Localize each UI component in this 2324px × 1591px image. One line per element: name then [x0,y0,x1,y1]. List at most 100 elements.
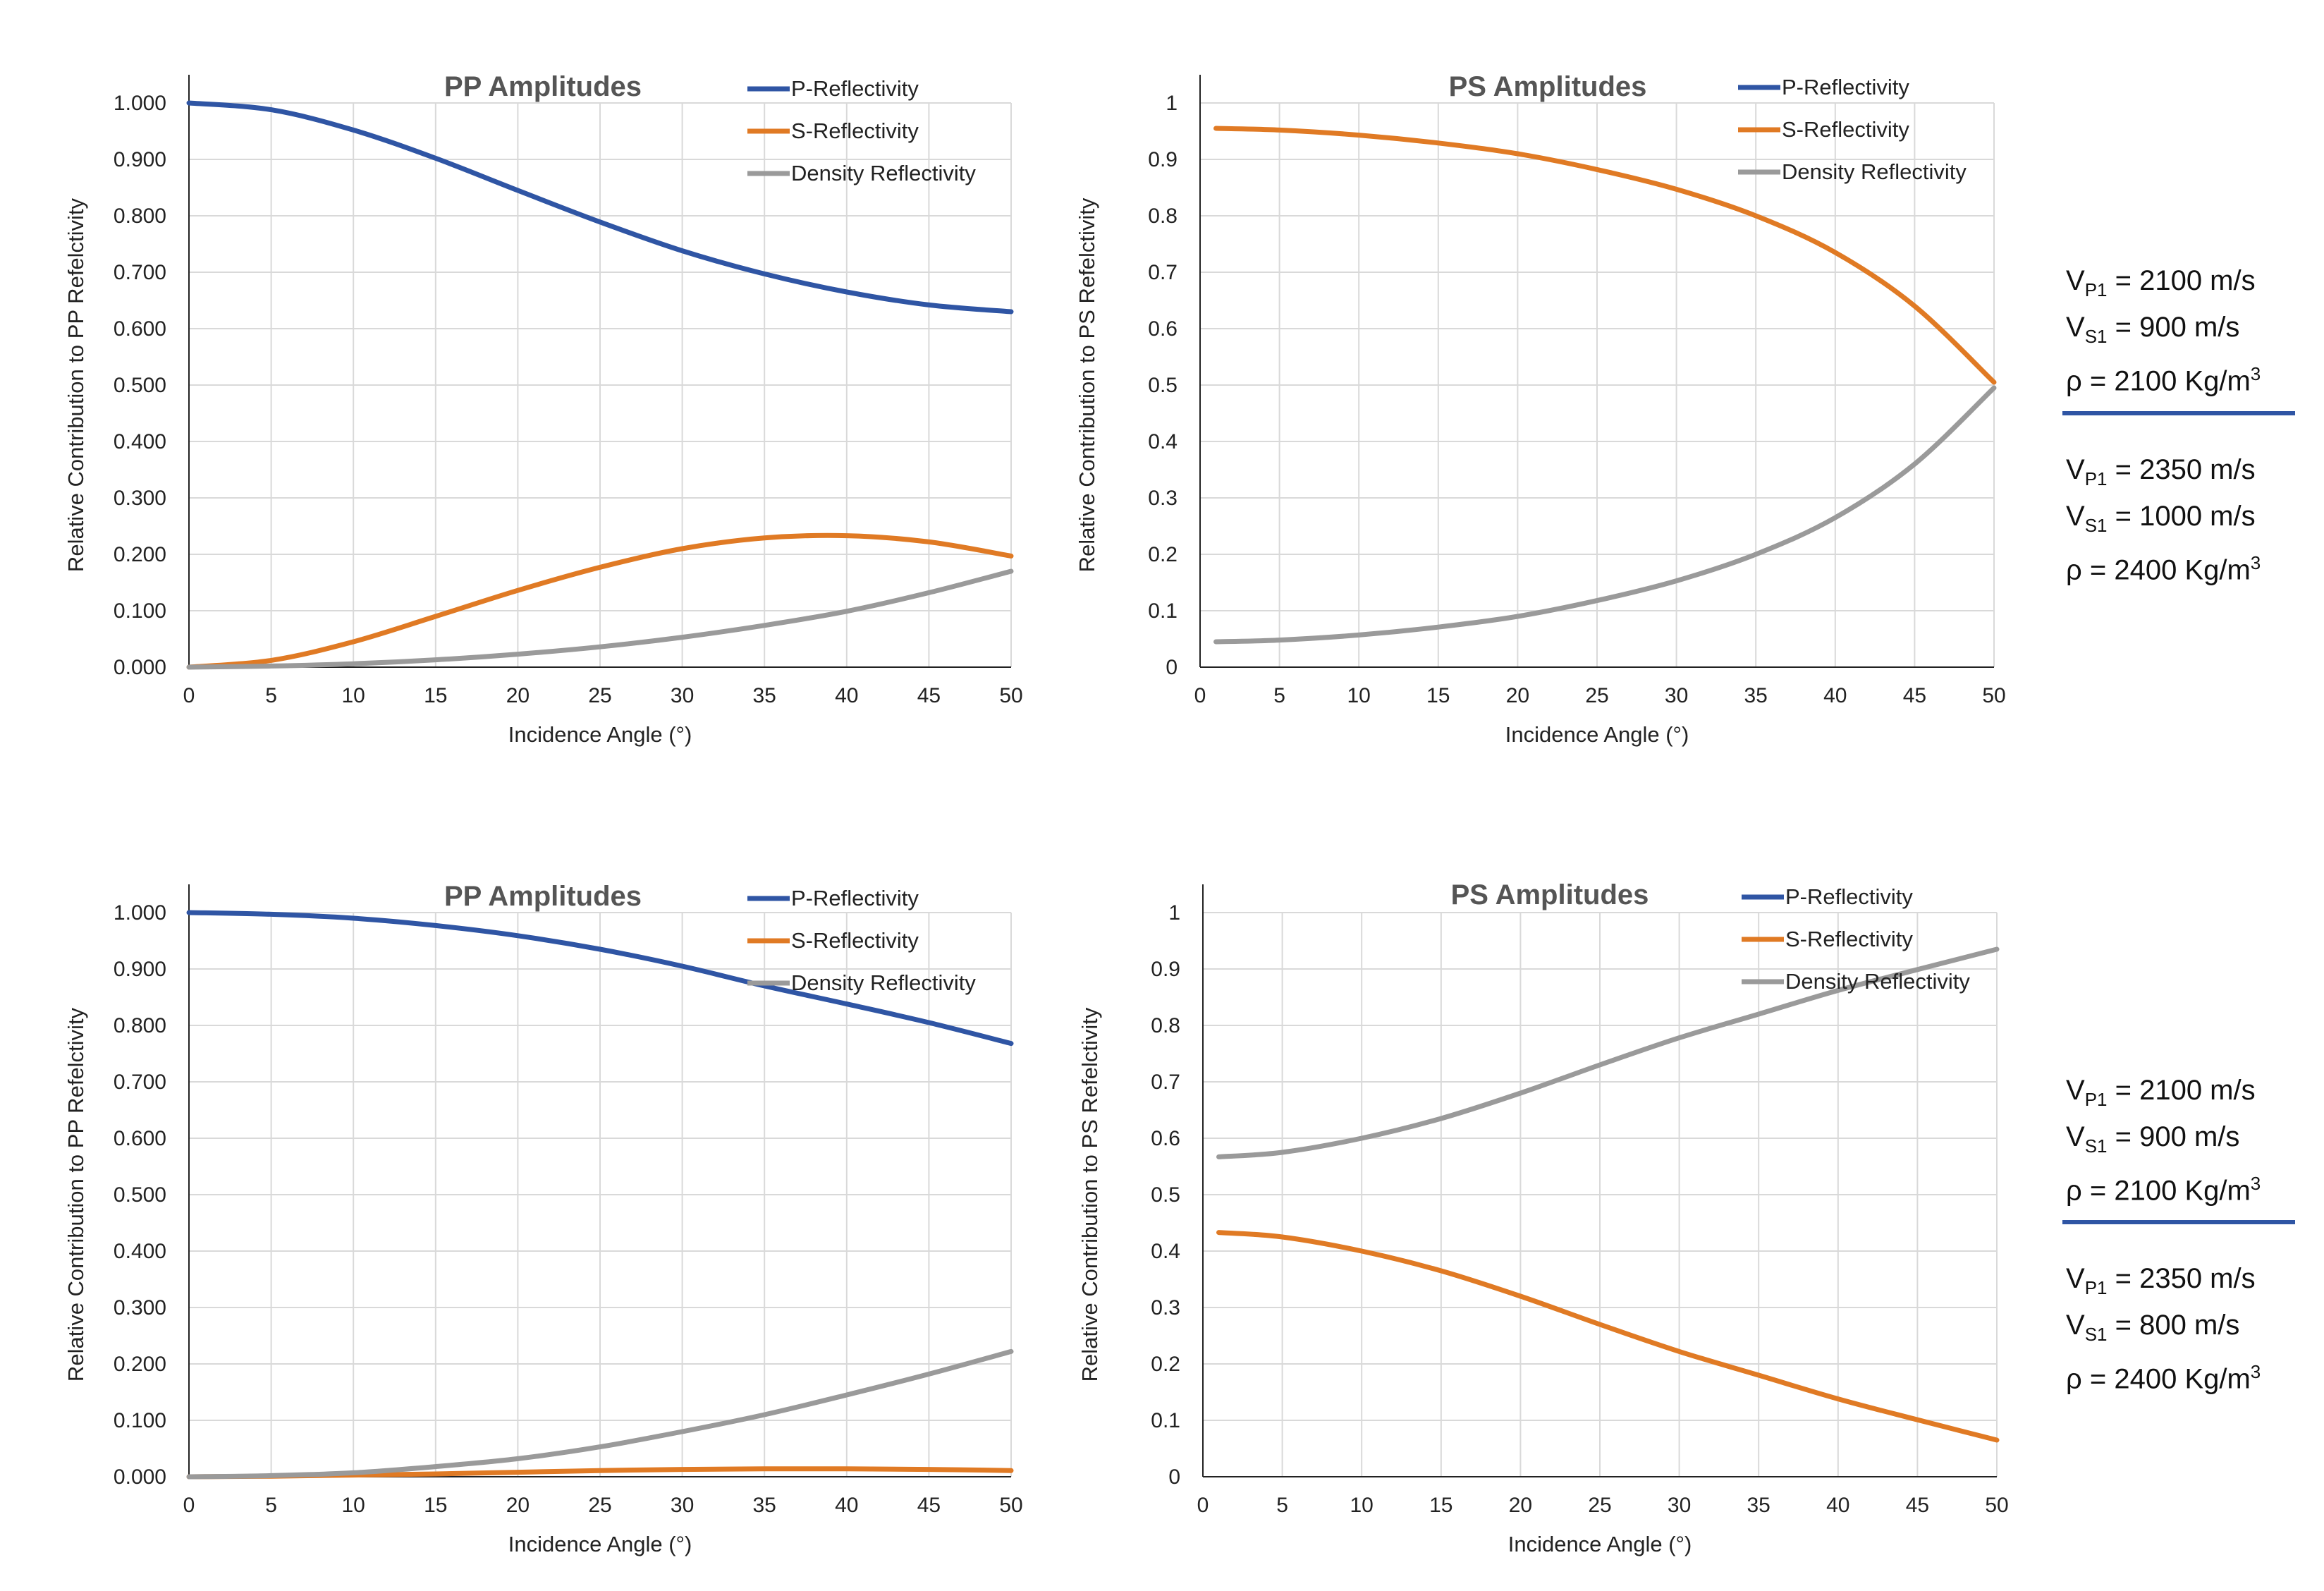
y-tick-label: 0 [1168,1465,1180,1489]
interface-line-bottom [2062,1220,2295,1224]
chart-title: PS Amplitudes [1449,71,1647,102]
x-tick-label: 5 [1276,1494,1288,1517]
x-tick-label: 0 [1194,684,1206,707]
x-tick-label: 0 [183,684,195,707]
y-axis-label: Relative Contribution to PP Refelctivity [63,197,88,572]
y-tick-label: 0.9 [1151,958,1180,981]
y-tick-label: 1 [1168,901,1180,925]
y-tick-label: 0.3 [1148,487,1178,510]
x-tick-label: 20 [1506,684,1529,707]
series-line-p-reflectivity [186,100,1014,315]
y-tick-label: 0.300 [114,1296,166,1319]
y-tick-label: 0.1 [1148,599,1178,623]
chart-title: PS Amplitudes [1451,879,1649,910]
lower-layer-params-top: VP1 = 2350 m/s VS1 = 1000 m/s ρ = 2400 K… [2066,451,2320,589]
y-tick-label: 0.7 [1151,1071,1180,1094]
ps-amplitudes-chart-bottom: 0 5 10 15 20 25 30 35 40 45 50 0 0.1 0.2 0.3 0.4 0.5 0.6 0… [1077,879,2009,1556]
y-axis-label: Relative Contribution to PS Refelctivity [1075,197,1099,572]
x-tick-label: 35 [753,1494,776,1517]
x-tick-label: 35 [1747,1494,1770,1517]
y-tick-label: 0.4 [1148,430,1178,453]
series-line-p-reflectivity [186,910,1014,1047]
x-tick-label: 50 [999,1494,1022,1517]
x-tick-label: 20 [1509,1494,1532,1517]
vp-upper: VP1 = 2100 m/s [2066,265,2256,300]
x-tick-label: 30 [671,1494,694,1517]
y-tick-label: 0.600 [114,317,166,341]
vs-upper: VS1 = 900 m/s [2066,1121,2240,1157]
x-tick-label: 25 [588,1494,611,1517]
x-axis-label: Incidence Angle (°) [1508,1532,1692,1556]
y-tick-label: 0.5 [1148,374,1178,397]
y-tick-label: 0.900 [114,958,166,981]
upper-layer-params-bottom: VP1 = 2100 m/s VS1 = 900 m/s ρ = 2100 Kg… [2066,1072,2320,1209]
y-tick-label: 0.700 [114,1071,166,1094]
x-tick-label: 30 [1668,1494,1691,1517]
rho-upper: ρ = 2100 Kg/m3 [2066,1173,2261,1207]
x-tick-label: 40 [1823,684,1847,707]
x-tick-label: 35 [753,684,776,707]
y-tick-label: 0.100 [114,599,166,623]
legend-label: P-Reflectivity [791,886,919,910]
x-tick-label: 45 [1906,1494,1929,1517]
y-tick-label: 0.1 [1151,1409,1180,1432]
x-tick-label: 5 [265,684,277,707]
legend-label: Density Reflectivity [791,161,976,185]
legend-label: S-Reflectivity [791,928,919,953]
x-tick-label: 25 [588,684,611,707]
y-tick-label: 0.000 [114,656,166,679]
y-tick-label: 0.9 [1148,148,1178,171]
y-tick-label: 0.2 [1151,1353,1180,1376]
x-tick-label: 40 [835,684,858,707]
x-tick-label: 45 [917,1494,941,1517]
vs-upper: VS1 = 900 m/s [2066,312,2240,347]
x-tick-label: 45 [917,684,941,707]
y-tick-label: 0.4 [1151,1240,1180,1263]
legend-label: P-Reflectivity [791,76,919,101]
vs-lower: VS1 = 1000 m/s [2066,501,2256,536]
rho-upper: ρ = 2100 Kg/m3 [2066,363,2261,397]
legend-label: Density Reflectivity [1782,159,1967,184]
legend-label: P-Reflectivity [1782,75,1909,99]
y-tick-label: 0.300 [114,487,166,510]
y-axis-label: Relative Contribution to PS Refelctivity [1077,1007,1102,1382]
vs-lower: VS1 = 800 m/s [2066,1310,2240,1345]
series-line-density-reflectivity [186,568,1014,670]
chart-title: PP Amplitudes [444,71,642,102]
x-tick-label: 15 [1429,1494,1452,1517]
x-tick-label: 25 [1585,684,1608,707]
x-tick-label: 15 [424,1494,447,1517]
series-line-density-reflectivity [186,1348,1014,1480]
ps-amplitudes-chart-top: 0 5 10 15 20 25 30 35 40 45 50 0 0.1 0.2 0.3 0.4 0.5 0.6 0… [1075,71,2006,747]
x-tick-label: 15 [1426,684,1450,707]
y-tick-label: 0.400 [114,1240,166,1263]
x-axis-label: Incidence Angle (°) [508,1532,692,1556]
y-tick-label: 0.7 [1148,261,1178,284]
legend-label: S-Reflectivity [791,118,919,143]
legend-label: Density Reflectivity [1785,969,1970,994]
x-tick-label: 30 [1665,684,1688,707]
y-tick-label: 1 [1166,92,1178,115]
legend-label: P-Reflectivity [1785,884,1913,909]
x-tick-label: 0 [183,1494,195,1517]
legend-label: Density Reflectivity [791,970,976,995]
x-axis-label: Incidence Angle (°) [508,722,692,747]
x-tick-label: 10 [342,1494,365,1517]
x-tick-label: 10 [342,684,365,707]
y-tick-label: 0.8 [1151,1014,1180,1037]
y-tick-label: 0.500 [114,1183,166,1207]
y-tick-label: 0.600 [114,1127,166,1150]
x-tick-label: 0 [1197,1494,1209,1517]
y-tick-label: 0 [1166,656,1178,679]
upper-layer-params-top: VP1 = 2100 m/s VS1 = 900 m/s ρ = 2100 Kg… [2066,262,2320,400]
y-tick-label: 0.200 [114,1353,166,1376]
vp-upper: VP1 = 2100 m/s [2066,1075,2256,1110]
x-tick-label: 10 [1347,684,1371,707]
x-tick-label: 20 [506,1494,530,1517]
rho-lower: ρ = 2400 Kg/m3 [2066,1361,2261,1395]
x-tick-label: 5 [265,1494,277,1517]
x-axis-label: Incidence Angle (°) [1505,722,1689,747]
y-tick-label: 0.800 [114,205,166,228]
y-tick-label: 0.100 [114,1409,166,1432]
y-tick-label: 0.400 [114,430,166,453]
